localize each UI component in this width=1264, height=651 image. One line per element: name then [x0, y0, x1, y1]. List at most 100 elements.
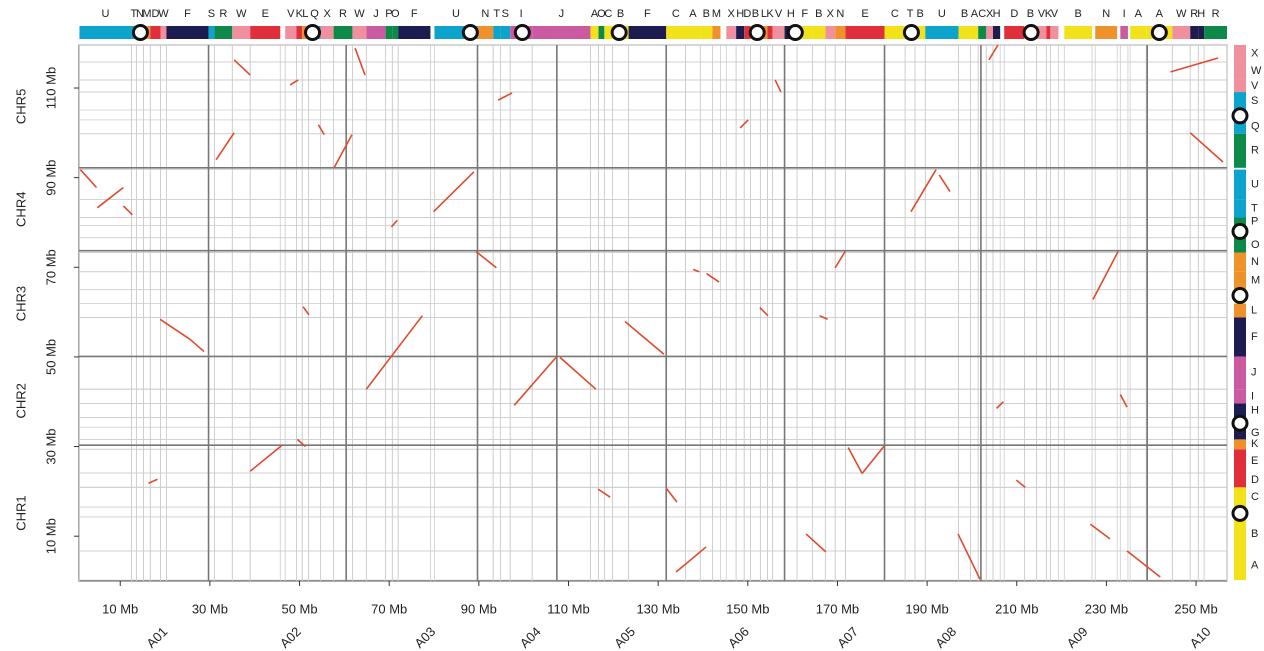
x-tick-label: 90 Mb	[461, 601, 497, 616]
top-block-label: B	[961, 8, 968, 20]
top-block-label: F	[801, 8, 808, 20]
top-block-label: N	[481, 8, 489, 20]
top-block	[768, 26, 773, 39]
top-block-label: V	[287, 8, 295, 20]
top-block	[1190, 26, 1198, 39]
top-block-label: E	[262, 8, 269, 20]
right-block	[1234, 170, 1246, 200]
x-tick-label: 230 Mb	[1085, 601, 1128, 616]
chart: A01A02A03A04A05A06A07A08A09A10CHR1CHR2CH…	[0, 0, 1264, 651]
top-block-label: W	[1176, 8, 1187, 20]
top-block-label: C	[604, 8, 612, 20]
top-block	[1064, 26, 1092, 39]
x-chromosome-label: A01	[143, 624, 170, 651]
top-block	[214, 26, 232, 39]
y-chromosome-label: CHR2	[13, 383, 28, 418]
top-block-label: B	[752, 8, 759, 20]
right-block-label: N	[1251, 256, 1259, 268]
top-block-label: J	[373, 8, 379, 20]
top-block-label: I	[520, 8, 523, 20]
top-block	[321, 26, 334, 39]
top-block	[392, 26, 398, 39]
top-block-label: X	[323, 8, 331, 20]
top-block-label: V	[1051, 8, 1059, 20]
y-chromosome-label: CHR5	[13, 89, 28, 124]
top-block-label: L	[302, 8, 308, 20]
top-block	[398, 26, 430, 39]
right-block	[1234, 62, 1246, 80]
top-block	[334, 26, 353, 39]
top-block-label: M	[142, 8, 151, 20]
right-block	[1234, 304, 1246, 318]
x-tick-label: 70 Mb	[371, 601, 407, 616]
right-block-label: G	[1251, 427, 1260, 439]
right-block-label: C	[1251, 491, 1259, 503]
top-block-label: B	[916, 8, 923, 20]
top-block	[825, 26, 835, 39]
top-block	[285, 26, 296, 39]
right-block-label: L	[1251, 304, 1257, 316]
x-chromosome-label: A07	[834, 624, 861, 651]
top-block	[1004, 26, 1024, 39]
top-block-label: S	[502, 8, 509, 20]
x-tick-label: 110 Mb	[547, 601, 589, 616]
centromere	[1233, 109, 1247, 123]
top-block-label: V	[775, 8, 783, 20]
x-chromosome-label: A02	[277, 624, 304, 651]
top-block	[993, 26, 1000, 39]
top-block	[232, 26, 250, 39]
right-block-label: T	[1251, 202, 1258, 214]
top-block-label: U	[101, 8, 109, 20]
top-block-label: U	[452, 8, 460, 20]
top-block	[209, 26, 215, 39]
top-block	[366, 26, 385, 39]
right-block	[1234, 356, 1246, 389]
top-block-label: F	[184, 8, 191, 20]
top-block-label: D	[743, 8, 751, 20]
right-block-label: Q	[1251, 121, 1260, 133]
x-tick-label: 130 Mb	[636, 601, 679, 616]
top-block-label: N	[1102, 8, 1110, 20]
top-block	[666, 26, 685, 39]
right-block-label: U	[1251, 179, 1259, 191]
x-chromosome-label: A08	[932, 624, 959, 651]
top-block-label: N	[836, 8, 844, 20]
top-block-label: H	[993, 8, 1001, 20]
top-block	[296, 26, 302, 39]
top-block-label: A	[689, 8, 697, 20]
top-block-label: B	[703, 8, 710, 20]
top-block-label: O	[391, 8, 400, 20]
right-block-label: P	[1251, 215, 1258, 227]
top-block	[599, 26, 605, 39]
centromere	[133, 26, 147, 40]
x-chromosome-label: A04	[517, 624, 544, 651]
top-block	[986, 26, 993, 39]
top-block	[352, 26, 366, 39]
top-block	[1198, 26, 1204, 39]
right-block-label: X	[1251, 47, 1259, 59]
plot-frame	[79, 45, 1227, 581]
y-tick-label: 30 Mb	[43, 428, 58, 464]
top-block	[1120, 26, 1128, 39]
top-block	[532, 26, 590, 39]
centromere	[515, 26, 529, 40]
y-chromosome-label: CHR1	[13, 495, 28, 530]
top-block	[971, 26, 979, 39]
right-block	[1234, 200, 1246, 218]
top-block	[1130, 26, 1146, 39]
top-block	[835, 26, 845, 39]
centromere	[1024, 26, 1038, 40]
y-chromosome-label: CHR4	[13, 192, 28, 227]
top-block-label: T	[907, 8, 914, 20]
top-block	[250, 26, 280, 39]
right-block	[1234, 517, 1246, 551]
right-block	[1234, 551, 1246, 580]
right-block	[1234, 45, 1246, 62]
centromere	[1233, 506, 1247, 520]
top-block-label: F	[644, 8, 651, 20]
top-block-label: R	[339, 8, 347, 20]
right-block-label: F	[1251, 331, 1258, 343]
right-block	[1234, 317, 1246, 356]
top-block	[161, 26, 167, 39]
top-block	[493, 26, 500, 39]
